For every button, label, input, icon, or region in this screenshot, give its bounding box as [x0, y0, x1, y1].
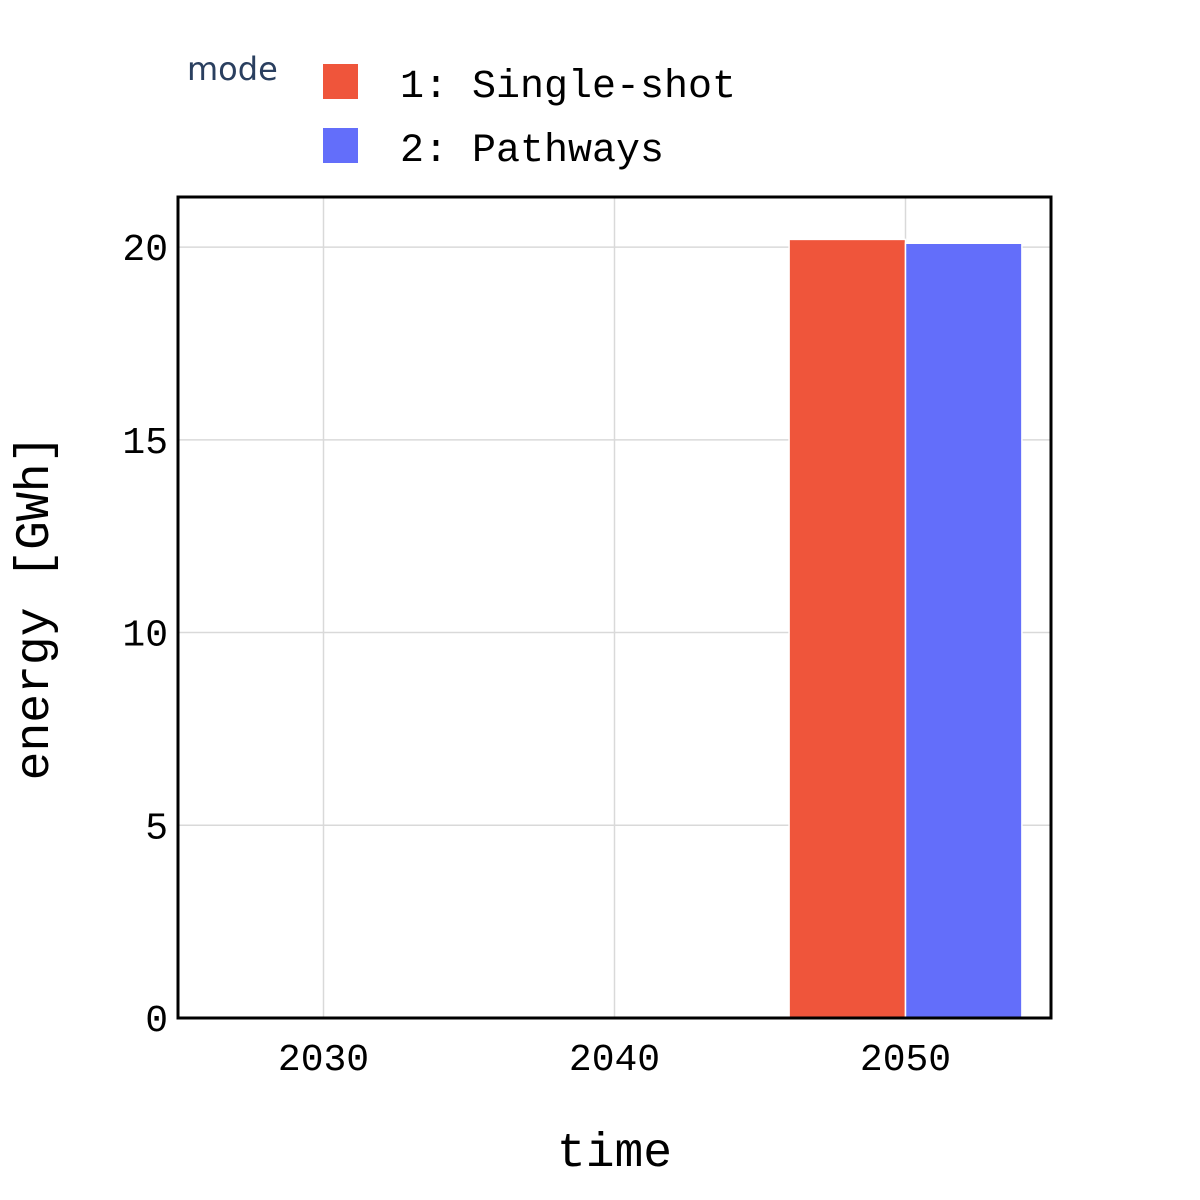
plot-frame — [176, 195, 1053, 1020]
bar-1-2050 — [788, 238, 907, 1019]
y-tick-label: 15 — [122, 422, 168, 465]
legend: mode 1: Single-shot 2: Pathways — [187, 50, 736, 174]
x-axis-title: time — [557, 1127, 672, 1181]
legend-swatch-1 — [323, 64, 358, 99]
y-tick-label: 5 — [145, 807, 168, 850]
legend-label-1: 1: Single-shot — [400, 65, 736, 110]
tick-layer: 0 5 10 15 20 2030 2040 2050 — [122, 229, 951, 1082]
x-tick-label: 2040 — [569, 1039, 660, 1082]
legend-title: mode — [187, 50, 278, 88]
y-tick-label: 0 — [145, 1000, 168, 1043]
legend-items: 1: Single-shot 2: Pathways — [323, 64, 736, 174]
legend-label-2: 2: Pathways — [400, 129, 664, 174]
bar-layer — [788, 238, 1023, 1019]
y-tick-label: 20 — [122, 229, 168, 272]
bar-2-2050 — [904, 242, 1023, 1019]
legend-swatch-2 — [323, 128, 358, 163]
y-tick-label: 10 — [122, 615, 168, 658]
y-axis-title: energy [GWh] — [9, 435, 63, 781]
x-tick-label: 2030 — [278, 1039, 369, 1082]
x-tick-label: 2050 — [860, 1039, 951, 1082]
